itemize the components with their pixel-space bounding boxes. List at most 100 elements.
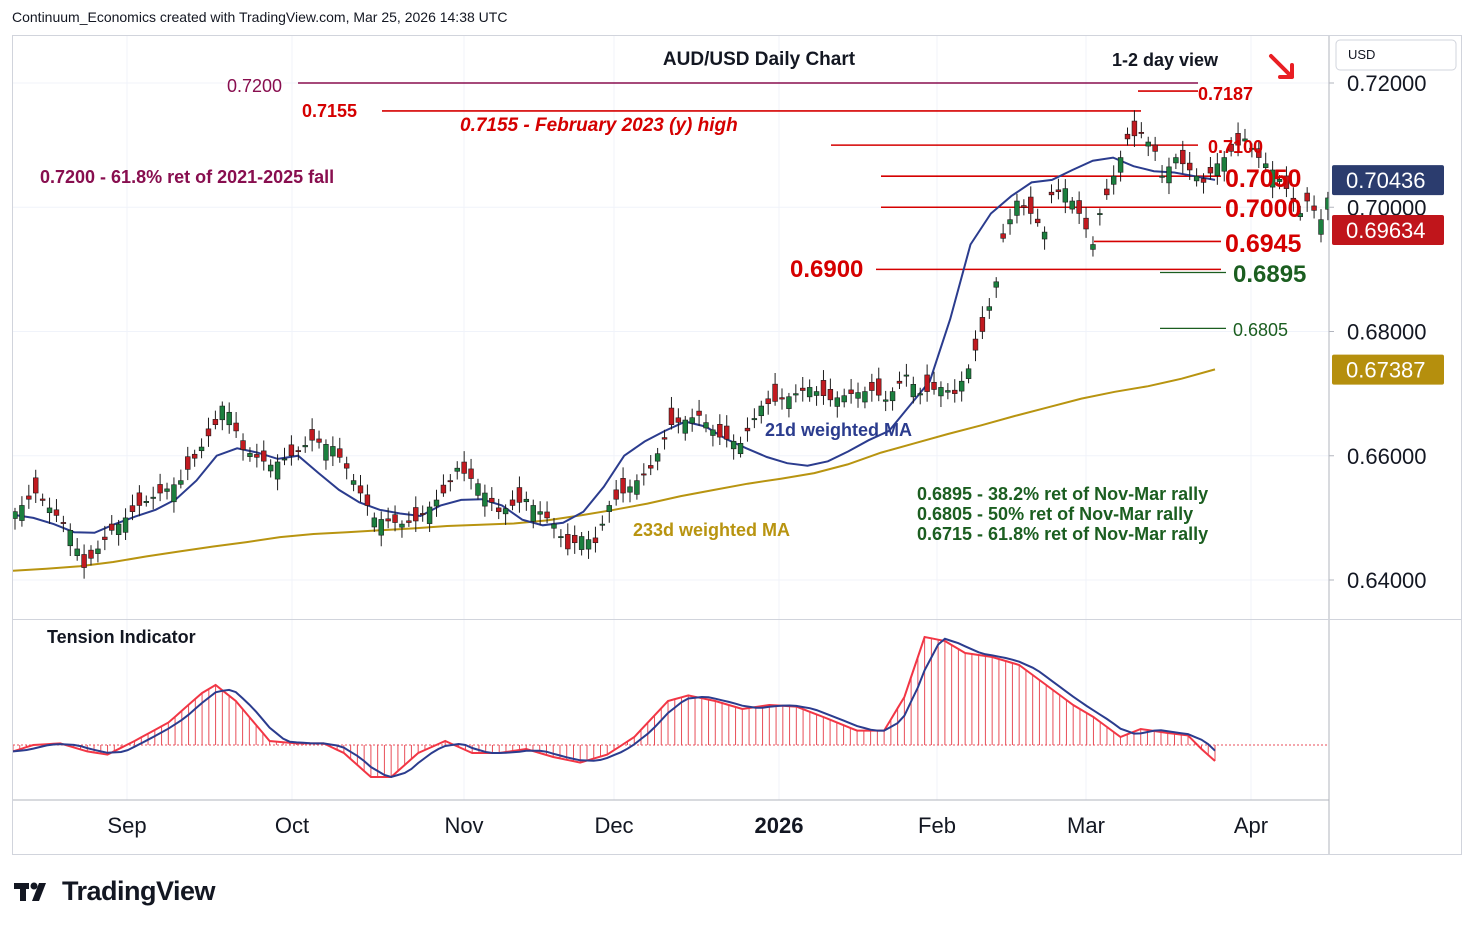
- candle-body: [654, 453, 661, 462]
- candle-body: [1269, 169, 1276, 188]
- candle-body: [46, 507, 53, 514]
- level-label-0.7100: 0.7100: [1208, 137, 1263, 157]
- arrow-down-right-icon: [1269, 54, 1294, 79]
- candle-body: [1076, 200, 1082, 214]
- candle-body: [724, 425, 730, 440]
- candle-body: [1090, 244, 1096, 250]
- candle-body: [592, 537, 599, 544]
- candle-body: [668, 407, 675, 425]
- candle-body: [661, 437, 668, 440]
- x-tick-label: Feb: [918, 813, 956, 838]
- candle-body: [737, 443, 744, 455]
- candle-body: [233, 422, 239, 432]
- candle-body: [689, 417, 695, 424]
- candle-body: [572, 534, 578, 544]
- tension-slow-line: [13, 637, 1216, 779]
- candle-body: [109, 523, 115, 531]
- candle-body: [993, 281, 999, 288]
- tradingview-logo-icon: [14, 882, 46, 901]
- candle-body: [1097, 213, 1103, 215]
- candle-body: [896, 380, 903, 384]
- candle-body: [1471, 207, 1474, 217]
- candle-body: [599, 523, 606, 526]
- candle-body: [648, 465, 654, 469]
- candle-body: [682, 419, 688, 434]
- candle-body: [717, 423, 723, 438]
- candle-body: [606, 505, 612, 512]
- candle-body: [171, 484, 177, 503]
- candle-body: [537, 511, 543, 515]
- level-label-0.6900: 0.6900: [790, 256, 863, 283]
- candle-body: [558, 536, 564, 539]
- candle-body: [627, 486, 633, 493]
- candle-body: [924, 374, 930, 392]
- y-tick-label: 0.68000: [1347, 320, 1427, 345]
- candle-body: [371, 517, 378, 528]
- candle-body: [509, 499, 516, 506]
- candle-body: [1007, 219, 1013, 225]
- candle-body: [212, 419, 219, 425]
- candle-body: [516, 487, 523, 503]
- candle-body: [530, 505, 536, 522]
- x-tick-label: Nov: [444, 813, 483, 838]
- candle-body: [551, 523, 557, 529]
- candle-body: [986, 306, 993, 311]
- candle-body: [406, 520, 412, 523]
- candle-body: [1408, 146, 1413, 157]
- candle-body: [413, 507, 419, 522]
- candle-body: [115, 523, 122, 535]
- candle-body: [758, 405, 764, 417]
- candle-body: [903, 374, 910, 377]
- candle-body: [219, 405, 225, 421]
- tradingview-logo[interactable]: TradingView: [14, 876, 216, 907]
- candle-body: [1346, 108, 1351, 112]
- candle-body: [426, 506, 433, 524]
- candle-body: [357, 485, 364, 494]
- chart-subtitle: 1-2 day view: [1112, 50, 1219, 70]
- price-badge-label: 0.70436: [1346, 168, 1426, 193]
- candle-body: [1104, 188, 1110, 196]
- candle-body: [323, 444, 329, 461]
- candle-body: [136, 492, 143, 506]
- candle-body: [1311, 205, 1317, 211]
- candle-body: [364, 494, 371, 506]
- candle-body: [1083, 217, 1089, 230]
- candle-body: [247, 453, 253, 457]
- candle-body: [1117, 157, 1124, 173]
- candle-body: [578, 536, 585, 550]
- candle-body: [917, 393, 923, 396]
- chart-frame[interactable]: [12, 35, 1462, 855]
- candle-body: [399, 523, 405, 528]
- candle-body: [1193, 175, 1200, 182]
- candle-body: [786, 396, 792, 409]
- price-badge: [1332, 354, 1444, 385]
- candle-body: [267, 464, 274, 472]
- candle-body: [1069, 200, 1075, 210]
- candle-body: [482, 492, 488, 507]
- candle-body: [150, 496, 156, 499]
- candle-body: [95, 548, 101, 554]
- candle-body: [502, 508, 509, 515]
- candle-body: [931, 381, 937, 390]
- candle-body: [972, 338, 979, 351]
- annotation-50-rally: 0.6805 - 50% ret of Nov-Mar rally: [917, 504, 1193, 524]
- annotation-21d-ma: 21d weighted MA: [765, 420, 912, 440]
- x-tick-label: Apr: [1234, 813, 1268, 838]
- candle-body: [164, 488, 170, 492]
- candle-body: [261, 450, 267, 462]
- annotation-382-rally: 0.6895 - 38.2% ret of Nov-Mar rally: [917, 484, 1208, 504]
- chart-title: AUD/USD Daily Chart: [663, 49, 856, 70]
- candle-body: [385, 518, 391, 522]
- candle-body: [834, 397, 840, 407]
- candle-body: [876, 378, 882, 396]
- candle-body: [1339, 125, 1344, 133]
- candle-body: [26, 495, 32, 500]
- candle-body: [1055, 189, 1062, 193]
- candle-body: [634, 480, 640, 495]
- candle-body: [330, 446, 336, 457]
- candle-body: [1353, 119, 1358, 123]
- price-badge-label: 0.67387: [1346, 358, 1426, 383]
- candle-body: [675, 417, 682, 423]
- candle-body: [343, 463, 350, 469]
